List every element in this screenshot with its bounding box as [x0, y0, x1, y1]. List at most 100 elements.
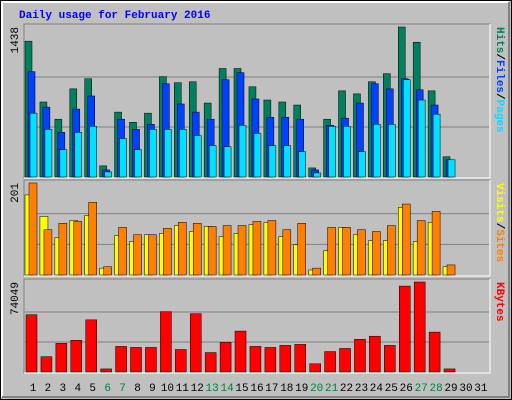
bar — [59, 149, 68, 178]
x-tick-label: 10 — [161, 383, 174, 395]
panel-bevel — [24, 279, 491, 374]
bar — [447, 159, 456, 178]
x-tick-label: 24 — [370, 383, 384, 395]
x-tick-label: 20 — [310, 383, 323, 395]
bar — [179, 129, 187, 178]
bar — [103, 266, 112, 276]
bar — [219, 342, 232, 373]
bar — [44, 129, 53, 178]
legend-entry: Sites — [493, 229, 505, 262]
y-tick-label: 1438 — [10, 27, 22, 53]
legend-entry: Files — [493, 60, 505, 93]
x-tick-label: 6 — [104, 383, 111, 395]
bar — [298, 151, 306, 178]
bar — [339, 348, 351, 373]
bar — [192, 223, 202, 276]
bar — [354, 339, 366, 373]
bar — [373, 124, 381, 178]
x-tick-label: 22 — [340, 383, 353, 395]
bar — [279, 345, 292, 373]
x-tick-label: 17 — [265, 383, 278, 395]
bar — [130, 347, 142, 373]
panel-bevel — [24, 24, 491, 179]
bar — [100, 368, 112, 373]
bar — [85, 319, 97, 373]
bar — [149, 129, 157, 178]
bar — [58, 223, 68, 276]
bar — [417, 99, 426, 178]
y-tick-label: 74049 — [10, 282, 22, 315]
legend-separator: / — [493, 53, 505, 60]
x-tick-label: 18 — [280, 383, 293, 395]
bar — [28, 182, 38, 276]
x-tick-label: 29 — [444, 383, 457, 395]
legend: Visits/Sites — [493, 183, 505, 262]
bar — [432, 113, 441, 178]
bar — [357, 229, 366, 276]
bar — [70, 340, 83, 373]
bar — [387, 225, 396, 276]
x-tick-label: 30 — [459, 383, 472, 395]
chart-title: Daily usage for February 2016 — [19, 10, 210, 22]
bar — [208, 145, 217, 178]
panel-bevel — [24, 180, 491, 277]
bar — [328, 126, 336, 178]
bar — [327, 227, 336, 276]
x-tick-label: 23 — [355, 383, 368, 395]
x-tick-label: 15 — [235, 383, 248, 395]
bar — [74, 132, 83, 178]
bar — [160, 311, 172, 373]
x-tick-label: 25 — [385, 383, 398, 395]
bar — [222, 225, 232, 276]
bar — [119, 138, 127, 178]
bar — [372, 231, 381, 276]
bar — [399, 285, 411, 373]
bar — [294, 344, 306, 373]
bar — [264, 347, 277, 373]
bar — [238, 125, 247, 178]
bar — [297, 223, 306, 276]
bar — [431, 211, 441, 276]
bar — [358, 151, 366, 178]
x-tick-label: 2 — [45, 383, 52, 395]
bar — [342, 227, 351, 276]
x-tick-label: 13 — [206, 383, 219, 395]
bar — [133, 234, 142, 276]
bar — [283, 145, 292, 178]
bar — [384, 345, 396, 373]
legend-entry: Pages — [493, 100, 505, 133]
bar — [369, 335, 381, 373]
y-tick-label: 201 — [10, 183, 22, 203]
bar — [268, 145, 277, 178]
bar — [237, 225, 247, 276]
bar — [204, 352, 217, 373]
bar — [403, 79, 411, 178]
bar — [178, 222, 187, 276]
bar — [175, 349, 187, 373]
bar — [73, 221, 83, 276]
x-tick-label: 1 — [30, 383, 37, 395]
bar — [40, 356, 53, 373]
bar — [402, 203, 411, 276]
bar — [163, 228, 172, 276]
x-tick-label: 27 — [415, 383, 428, 395]
bar — [43, 229, 53, 276]
legend-entry: KBytes — [493, 282, 505, 322]
x-tick-label: 11 — [176, 383, 190, 395]
x-tick-label: 31 — [474, 383, 488, 395]
bar — [164, 129, 172, 178]
legend-entry: Hits — [493, 27, 505, 53]
legend: Hits/Files/Pages — [493, 27, 505, 133]
bar — [249, 346, 262, 373]
x-tick-label: 12 — [191, 383, 204, 395]
bar — [446, 264, 456, 276]
bar — [55, 343, 68, 373]
bar — [253, 133, 262, 178]
bar — [416, 220, 426, 276]
bar — [145, 347, 157, 373]
bar — [89, 126, 97, 178]
x-tick-label: 7 — [119, 383, 126, 395]
x-tick-label: 8 — [134, 383, 141, 395]
